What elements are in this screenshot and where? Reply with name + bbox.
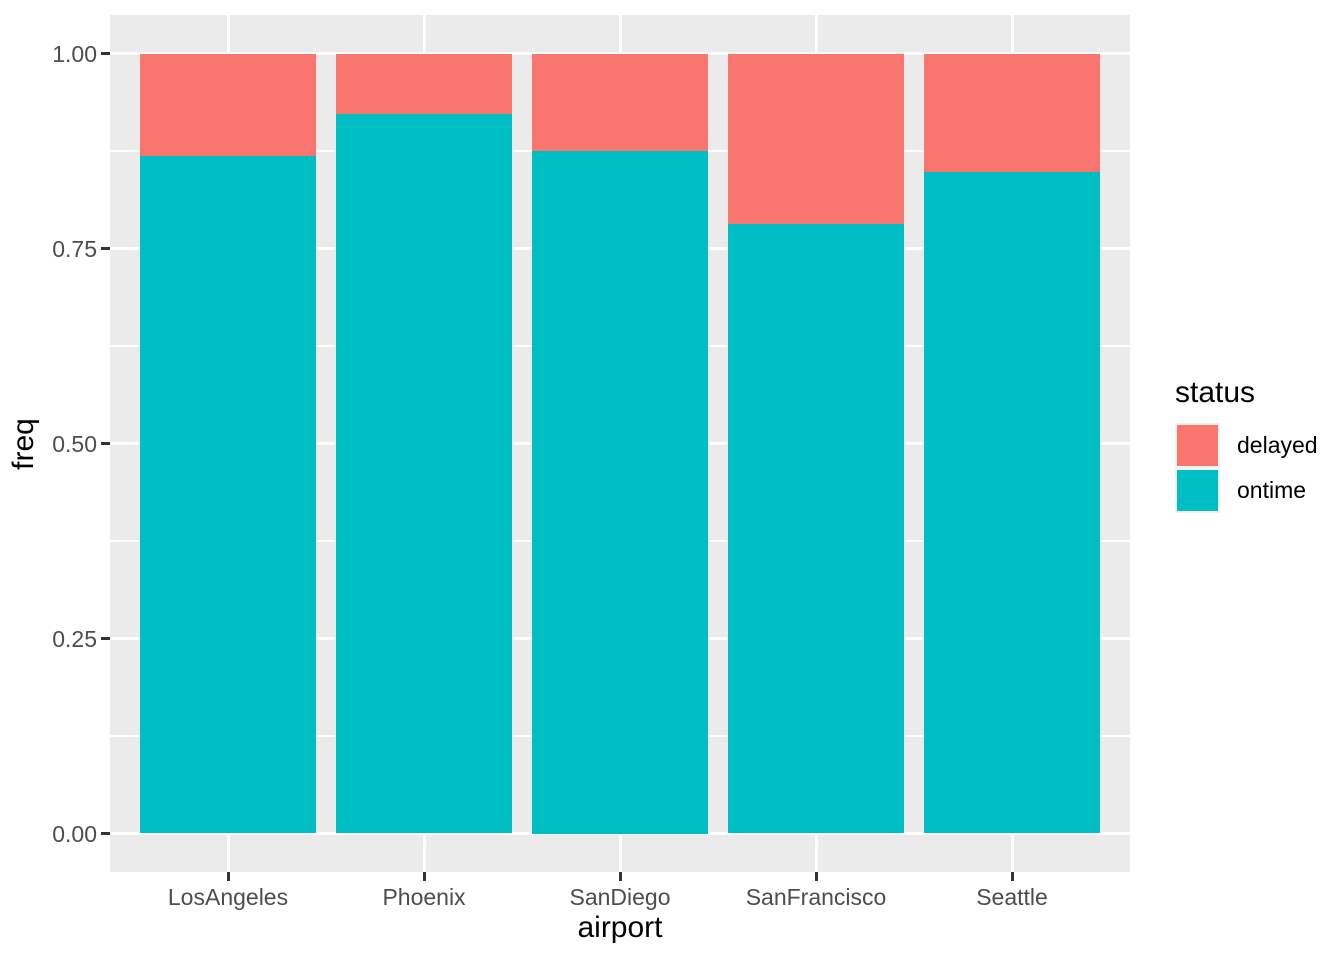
legend-key-delayed xyxy=(1175,423,1220,468)
y-tick-label: 0.00 xyxy=(52,820,97,847)
plot-panel xyxy=(110,15,1130,872)
bar-segment-Phoenix-ontime xyxy=(336,114,512,834)
bar-segment-LosAngeles-ontime xyxy=(140,155,316,834)
bar-segment-SanDiego-ontime xyxy=(532,151,708,834)
legend-title: status xyxy=(1175,376,1256,409)
x-tick-label: SanFrancisco xyxy=(745,884,887,910)
legend: status delayed ontime xyxy=(1175,376,1318,513)
y-tick-mark xyxy=(101,52,110,55)
x-tick-label: Seattle xyxy=(976,884,1048,910)
x-tick-label: LosAngeles xyxy=(167,884,289,910)
bar-segment-Seattle-ontime xyxy=(924,172,1100,834)
bar-segment-Seattle-delayed xyxy=(924,53,1100,173)
x-tick-mark xyxy=(1010,872,1014,881)
legend-entry-delayed: delayed xyxy=(1175,423,1318,468)
y-tick-mark xyxy=(101,832,110,835)
x-tick-mark xyxy=(226,872,230,881)
y-tick-label: 0.50 xyxy=(52,430,97,457)
legend-swatch-ontime xyxy=(1177,470,1218,511)
legend-label-ontime: ontime xyxy=(1237,477,1307,503)
y-tick-label: 1.00 xyxy=(52,40,97,67)
bar-segment-SanDiego-delayed xyxy=(532,53,708,151)
legend-entry-ontime: ontime xyxy=(1175,468,1318,513)
bar-segment-Phoenix-delayed xyxy=(336,53,512,115)
bar-segment-SanFrancisco-delayed xyxy=(728,53,904,225)
y-tick-mark xyxy=(101,637,110,640)
bar-segment-LosAngeles-delayed xyxy=(140,53,316,156)
x-tick-mark xyxy=(814,872,818,881)
x-tick-mark xyxy=(422,872,426,881)
bar-segment-SanFrancisco-ontime xyxy=(728,224,904,834)
x-axis-title: airport xyxy=(577,911,663,944)
legend-entries: delayed ontime xyxy=(1175,423,1318,513)
x-tick-label: SanDiego xyxy=(569,884,671,910)
legend-label-delayed: delayed xyxy=(1237,432,1318,458)
y-tick-label: 0.25 xyxy=(52,625,97,652)
y-tick-label: 0.75 xyxy=(52,235,97,262)
x-tick-label: Phoenix xyxy=(382,884,466,910)
x-tick-mark xyxy=(618,872,622,881)
y-tick-mark xyxy=(101,247,110,250)
y-tick-mark xyxy=(101,442,110,445)
legend-swatch-delayed xyxy=(1177,425,1218,466)
legend-key-ontime xyxy=(1175,468,1220,513)
